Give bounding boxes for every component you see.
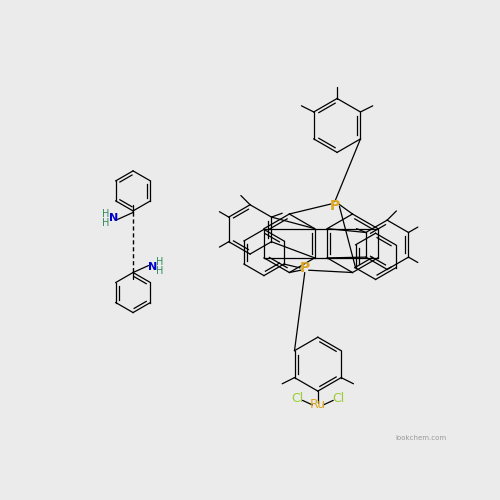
Text: H: H bbox=[156, 266, 164, 276]
Text: Ru: Ru bbox=[310, 398, 326, 411]
Text: H: H bbox=[102, 218, 110, 228]
Text: N: N bbox=[148, 262, 157, 272]
Text: H: H bbox=[156, 256, 164, 266]
Text: Cl: Cl bbox=[332, 392, 345, 406]
Text: lookchem.com: lookchem.com bbox=[396, 435, 446, 441]
Text: P: P bbox=[300, 261, 310, 275]
Text: Cl: Cl bbox=[291, 392, 303, 406]
Text: N: N bbox=[109, 213, 118, 223]
Text: H: H bbox=[102, 209, 110, 219]
Text: P: P bbox=[330, 200, 340, 213]
